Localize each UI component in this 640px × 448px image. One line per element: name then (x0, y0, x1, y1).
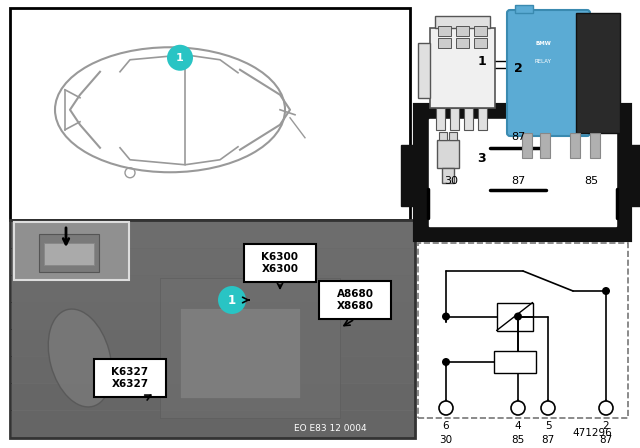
Bar (438, 26, 451, 36)
FancyBboxPatch shape (507, 10, 590, 136)
Bar (415, 105, 630, 240)
Bar (439, 132, 447, 140)
Bar (478, 108, 487, 130)
Bar (590, 133, 600, 158)
Circle shape (218, 286, 246, 314)
Bar (94, 359, 166, 397)
Text: K6300
X6300: K6300 X6300 (262, 252, 298, 274)
Text: K6327
X6327: K6327 X6327 (111, 367, 148, 389)
Circle shape (442, 313, 450, 320)
Bar (570, 133, 580, 158)
Text: 85: 85 (511, 435, 525, 445)
Text: 30: 30 (440, 435, 452, 445)
Bar (474, 26, 487, 36)
Text: A8680
X8680: A8680 X8680 (337, 289, 374, 311)
Bar (450, 108, 459, 130)
Bar (493, 351, 536, 373)
Text: 4: 4 (515, 421, 522, 431)
Bar (497, 302, 532, 331)
Bar (435, 16, 490, 28)
Text: 2: 2 (514, 61, 522, 74)
Text: 87: 87 (541, 435, 555, 445)
Bar (11, 222, 414, 248)
Circle shape (514, 313, 522, 320)
Bar (438, 38, 451, 48)
Ellipse shape (48, 309, 112, 407)
Bar (319, 281, 391, 319)
Bar (437, 140, 459, 168)
Bar (14, 222, 129, 280)
Bar (180, 308, 300, 398)
Text: RELAY: RELAY (534, 59, 552, 64)
Bar (540, 133, 550, 158)
Text: 85: 85 (584, 176, 598, 185)
Circle shape (541, 401, 555, 415)
Text: 30: 30 (445, 176, 458, 185)
Text: 1: 1 (477, 55, 486, 68)
Text: EO E83 12 0004: EO E83 12 0004 (294, 423, 366, 432)
Bar (11, 303, 414, 329)
Text: 2: 2 (603, 421, 609, 431)
Bar (11, 357, 414, 383)
Bar (449, 132, 457, 140)
Bar (464, 108, 473, 130)
Bar (11, 249, 414, 275)
Circle shape (167, 45, 193, 71)
Bar (418, 43, 430, 98)
Text: 1: 1 (228, 293, 236, 306)
Bar (418, 243, 628, 418)
Bar (11, 384, 414, 410)
Text: 5: 5 (545, 421, 551, 431)
Text: 87: 87 (511, 133, 525, 142)
Text: 471296: 471296 (572, 428, 612, 438)
Bar (44, 243, 94, 265)
Bar (10, 220, 415, 438)
Bar (11, 276, 414, 302)
Bar (515, 5, 533, 13)
Text: 1: 1 (176, 53, 184, 63)
Bar (456, 26, 469, 36)
Text: 87: 87 (600, 435, 612, 445)
Circle shape (442, 358, 450, 366)
Circle shape (511, 401, 525, 415)
Bar (630, 146, 640, 206)
Bar (39, 234, 99, 272)
Bar (522, 133, 532, 158)
Bar (442, 168, 454, 183)
Bar (474, 38, 487, 48)
Bar (430, 28, 495, 108)
Text: 87: 87 (511, 176, 525, 185)
Bar (436, 108, 445, 130)
Text: BMW: BMW (535, 40, 551, 46)
Text: 6: 6 (443, 421, 449, 431)
Circle shape (599, 401, 613, 415)
Bar (429, 119, 616, 226)
Circle shape (602, 287, 610, 295)
Bar (10, 8, 410, 220)
Bar (401, 146, 415, 206)
Circle shape (439, 401, 453, 415)
Bar (244, 244, 316, 282)
Bar (11, 330, 414, 356)
Text: 3: 3 (477, 151, 485, 164)
Bar (576, 13, 620, 133)
Bar (11, 411, 414, 437)
Bar (160, 278, 340, 418)
Bar (456, 38, 469, 48)
